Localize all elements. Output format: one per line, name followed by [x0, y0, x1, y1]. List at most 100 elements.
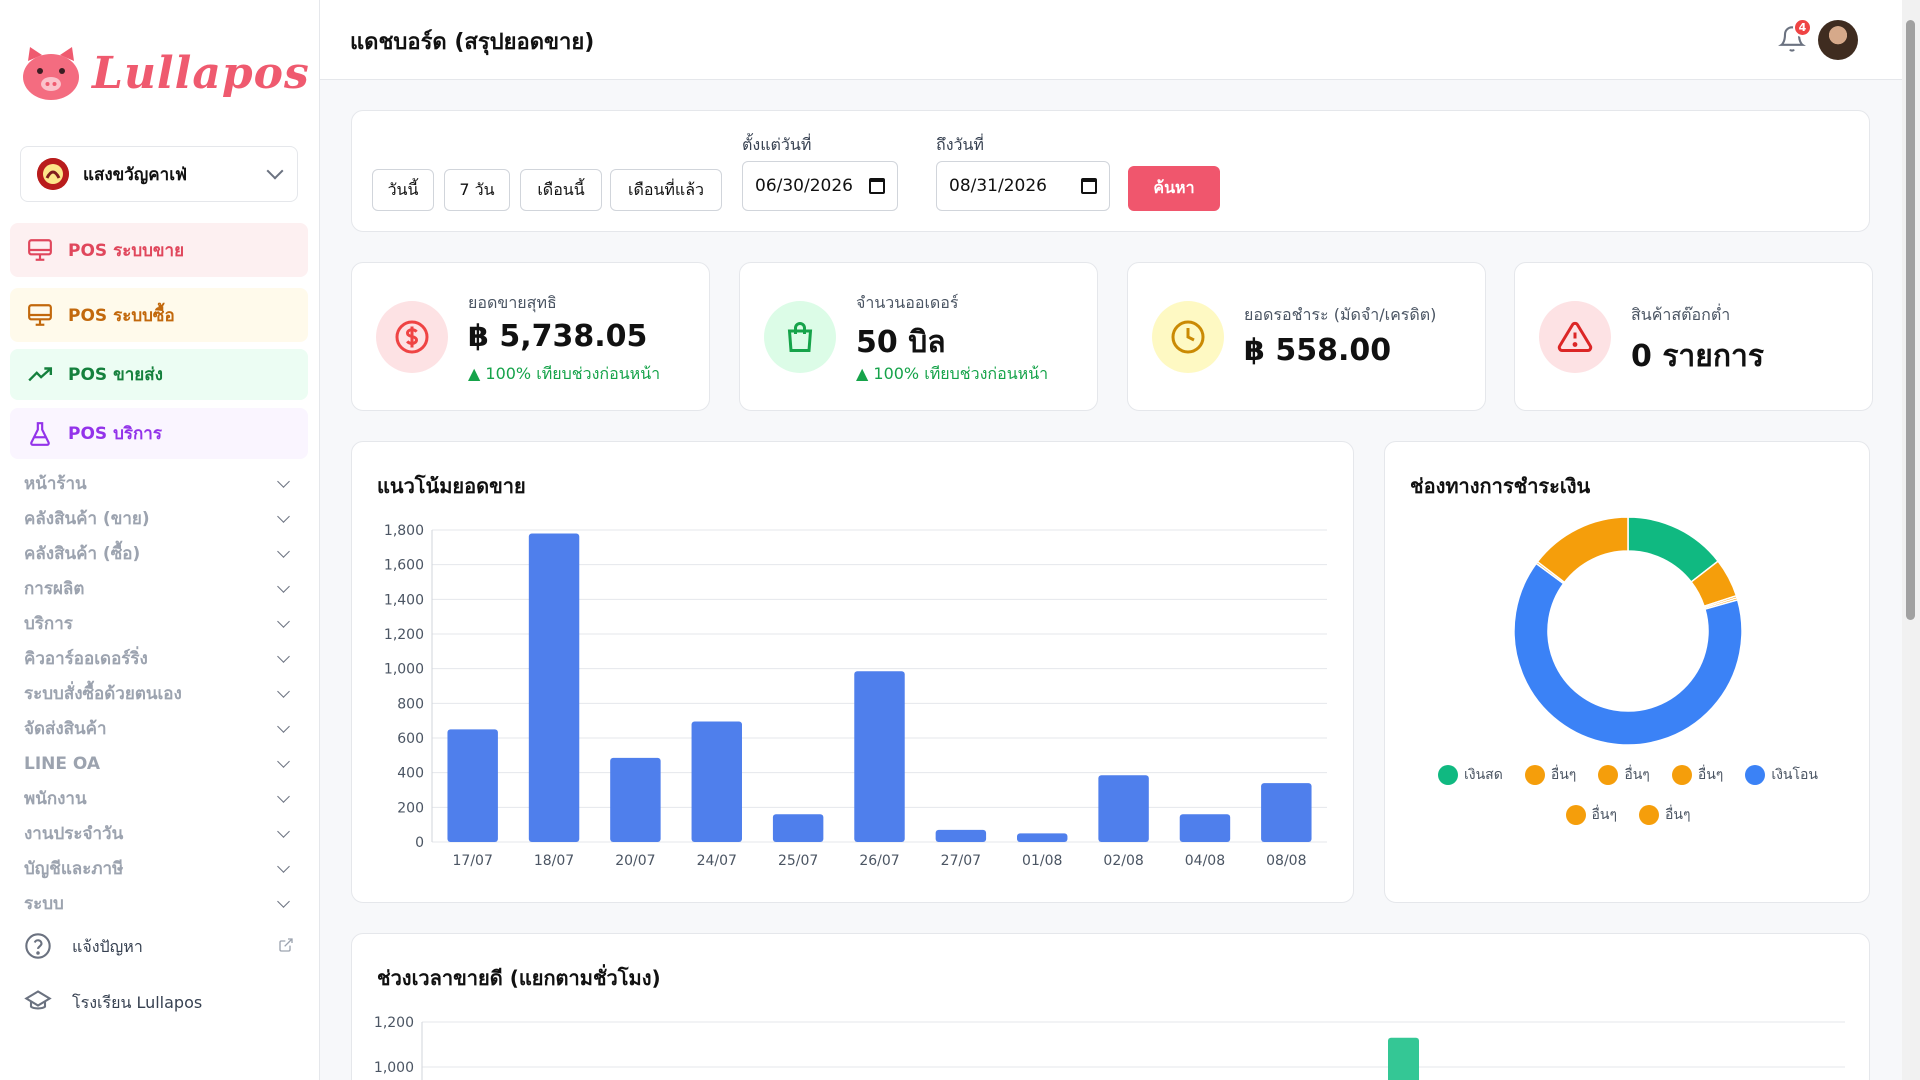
from-date-value: 06/30/2026	[755, 176, 853, 196]
sales-bar[interactable]	[935, 829, 987, 842]
sidebar-menu-item[interactable]: ระบบ	[24, 886, 294, 921]
sales-bar[interactable]	[1261, 783, 1312, 842]
sidebar-menu-item[interactable]: จัดส่งสินค้า	[24, 711, 294, 746]
sidebar-menu-item[interactable]: งานประจำวัน	[24, 816, 294, 851]
legend-swatch	[1437, 765, 1458, 785]
monitor-icon	[26, 301, 54, 329]
y-tick-label: 400	[397, 766, 424, 782]
lullapos-school-link[interactable]: โรงเรียน Lullapos	[24, 988, 294, 1018]
x-tick-label: 08/08	[1266, 853, 1306, 869]
sales-bar[interactable]	[1017, 833, 1068, 842]
legend-item[interactable]: เงินโอน	[1745, 764, 1818, 786]
sidebar-menu-item[interactable]: การผลิต	[24, 571, 294, 606]
sidebar-menu-item[interactable]: พนักงาน	[24, 781, 294, 816]
legend-item[interactable]: เงินสด	[1437, 764, 1503, 786]
y-tick-label: 1,800	[384, 523, 424, 539]
x-tick-label: 20/07	[615, 853, 655, 869]
y-tick-label: 200	[397, 800, 424, 816]
notification-bell[interactable]: 4	[1778, 18, 1812, 56]
chevron-down-icon	[277, 824, 290, 838]
hourly-bar-chart: 1,200 1,000	[374, 1015, 1845, 1080]
legend-label: อื่นๆ	[1665, 807, 1691, 823]
low-stock-card: สินค้าสต๊อกต่ำ 0 รายการ	[1514, 262, 1873, 411]
legend-item[interactable]: อื่นๆ	[1598, 764, 1650, 786]
y-tick-label: 1,600	[384, 558, 424, 574]
report-issue-link[interactable]: แจ้งปัญหา	[24, 932, 294, 962]
branch-selector[interactable]: แสงขวัญคาเฟ่	[20, 146, 298, 202]
legend-swatch	[1524, 765, 1545, 785]
sidebar-menu-item[interactable]: บัญชีและภาษี	[24, 851, 294, 886]
legend-item[interactable]: อื่นๆ	[1671, 764, 1723, 786]
this-month-button[interactable]: เดือนนี้	[520, 169, 602, 211]
calendar-icon[interactable]	[869, 178, 885, 194]
donut-slice[interactable]	[1536, 516, 1629, 584]
page-title: แดชบอร์ด (สรุปยอดขาย)	[350, 30, 595, 55]
pos-service-label: POS บริการ	[68, 424, 162, 444]
legend-item[interactable]: อื่นๆ	[1565, 804, 1617, 826]
calendar-icon[interactable]	[1081, 178, 1097, 194]
legend-swatch	[1745, 765, 1766, 785]
user-avatar[interactable]	[1818, 20, 1858, 60]
pos-sell-button[interactable]: POS ระบบขาย	[10, 223, 308, 277]
stat-label: สินค้าสต๊อกต่ำ	[1631, 305, 1731, 324]
hourly-sales-card: ช่วงเวลาขายดี (แยกตามชั่วโมง) 1,200 1,000	[351, 933, 1870, 1080]
stat-label: ยอดรอชำระ (มัดจำ/เครดิต)	[1244, 305, 1437, 324]
sales-bar[interactable]	[1179, 814, 1231, 842]
search-button[interactable]: ค้นหา	[1128, 166, 1220, 211]
sales-bar[interactable]	[772, 814, 824, 842]
sales-bar[interactable]	[1098, 775, 1149, 842]
y-tick-label: 1,200	[384, 627, 424, 643]
legend-item[interactable]: อื่นๆ	[1524, 764, 1577, 786]
stat-label: จำนวนออเดอร์	[856, 293, 959, 312]
sales-bar[interactable]	[447, 729, 498, 842]
legend-item[interactable]: อื่นๆ	[1639, 804, 1691, 826]
pos-buy-label: POS ระบบซื้อ	[68, 305, 175, 326]
chevron-down-icon	[277, 579, 290, 593]
sidebar-menu-item[interactable]: คิวอาร์ออเดอร์ริ่ง	[24, 641, 294, 676]
donut-slice[interactable]	[1513, 562, 1743, 746]
brand-logo[interactable]: Lullapos	[20, 45, 310, 101]
pending-payment-card: ยอดรอชำระ (มัดจำ/เครดิต) ฿ 558.00	[1127, 262, 1486, 411]
dollar-icon	[376, 301, 448, 373]
pos-service-button[interactable]: POS บริการ	[10, 408, 308, 459]
y-tick-label: 1,000	[384, 662, 424, 678]
sales-bar[interactable]	[854, 671, 905, 842]
sidebar-menu-item[interactable]: ระบบสั่งซื้อด้วยตนเอง	[24, 676, 294, 711]
legend-label: อื่นๆ	[1550, 767, 1577, 783]
y-tick-label: 1,000	[374, 1060, 414, 1076]
today-button[interactable]: วันนี้	[372, 169, 434, 211]
scrollbar-thumb[interactable]	[1906, 20, 1915, 620]
top-header: แดชบอร์ด (สรุปยอดขาย) 4	[320, 0, 1902, 80]
sidebar-menu-item[interactable]: คลังสินค้า (ขาย)	[24, 501, 294, 536]
trending-up-icon	[26, 361, 54, 389]
sidebar-menu-item[interactable]: บริการ	[24, 606, 294, 641]
external-link-icon	[278, 937, 294, 957]
lullapos-school-label: โรงเรียน Lullapos	[72, 992, 203, 1012]
y-tick-label: 800	[397, 696, 424, 712]
sidebar-menu-label: คลังสินค้า (ขาย)	[24, 509, 150, 529]
legend-label: อื่นๆ	[1624, 767, 1650, 783]
notification-count-badge: 4	[1793, 18, 1812, 37]
sales-bar[interactable]	[691, 721, 742, 842]
hourly-bar[interactable]	[1388, 1037, 1419, 1080]
last-month-button[interactable]: เดือนที่แล้ว	[610, 169, 722, 211]
sidebar-menu-item[interactable]: LINE OA	[24, 746, 294, 781]
sidebar-menu-item[interactable]: คลังสินค้า (ซื้อ)	[24, 536, 294, 571]
sidebar-menu-item[interactable]: หน้าร้าน	[24, 466, 294, 501]
shopping-bag-icon	[764, 301, 836, 373]
sidebar-menu: หน้าร้านคลังสินค้า (ขาย) คลังสินค้า (ซื้อ…	[24, 466, 294, 921]
x-tick-label: 25/07	[778, 853, 818, 869]
sales-bar[interactable]	[610, 757, 661, 842]
pos-sell-label: POS ระบบขาย	[68, 240, 185, 261]
seven-days-button[interactable]: 7 วัน	[444, 169, 510, 211]
sales-bar[interactable]	[528, 533, 580, 842]
to-date-input[interactable]: 08/31/2026	[936, 161, 1110, 211]
pos-wholesale-button[interactable]: POS ขายส่ง	[10, 349, 308, 400]
stat-value: ฿ 558.00	[1244, 333, 1392, 368]
hourly-sales-title: ช่วงเวลาขายดี (แยกตามชั่วโมง)	[377, 966, 661, 990]
chevron-down-icon	[277, 614, 290, 628]
payment-legend: เงินสด อื่นๆ อื่นๆ อื่นๆ เงินโอน อื่นๆ อื่นๆ	[1385, 764, 1871, 826]
pos-buy-button[interactable]: POS ระบบซื้อ	[10, 288, 308, 342]
from-date-input[interactable]: 06/30/2026	[742, 161, 898, 211]
page-scrollbar[interactable]	[1902, 0, 1920, 1080]
